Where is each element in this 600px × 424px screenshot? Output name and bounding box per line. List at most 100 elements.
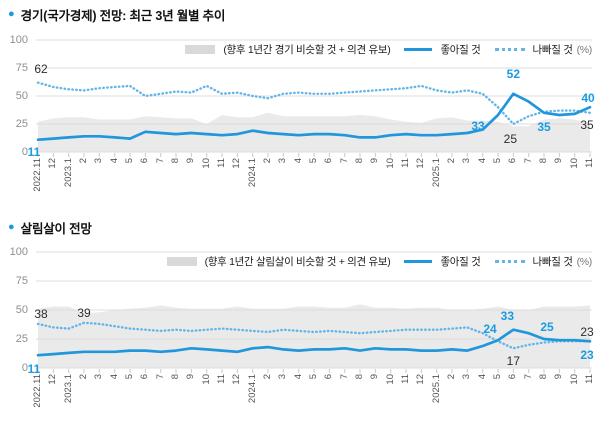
x-axis-tick-label: 6 [139,374,151,380]
x-axis-tick-label: 12 [47,374,59,385]
legend-unit-label: (%) [576,255,593,268]
x-axis-tick-label: 5 [124,158,135,164]
y-axis-tick-label: 75 [15,61,28,74]
x-axis-tick-label: 3 [277,374,289,380]
x-axis-tick-label: 9 [185,158,197,164]
x-axis-tick-label: 8 [170,158,181,164]
x-axis-tick-label: 4 [476,158,488,164]
x-axis-tick-label: 8 [538,158,549,164]
value-label: 38 [34,306,48,321]
x-axis-tick-label: 12 [231,374,243,385]
x-axis-tick-label: 9 [369,374,381,380]
line-worse [36,81,592,126]
x-axis-tick-label: 5 [308,158,319,164]
value-label: 11 [27,362,41,377]
x-axis-tick-label: 2023.1 [62,158,74,188]
x-axis-tick-label: 2 [446,158,457,164]
area-undecided [38,304,590,368]
value-label: 62 [34,61,48,76]
x-axis-tick-label: 4 [476,374,488,380]
legend-area-label: (향후 1년간 살림살이 비슷할 것 + 의견 유보) [204,256,391,268]
bullet-icon: ● [8,221,15,233]
legend-bad-label: 나빠질 것 [532,44,573,56]
x-axis-tick-label: 5 [308,374,319,380]
x-axis-tick-label: 11 [584,158,595,168]
x-axis-tick-label: 4 [108,374,120,380]
x-axis-tick-label: 4 [108,158,120,164]
chart-economy-title-row: ● 경기(국가경제) 전망: 최근 3년 월별 추이 [8,5,225,24]
value-label: 39 [77,305,91,320]
x-axis-tick-label: 3 [277,158,289,164]
legend-good-label: 좋아질 것 [440,44,481,56]
x-axis-tick-label: 7 [154,374,166,380]
legend-solid-line-swatch [404,260,433,263]
y-axis-tick-label: 25 [15,117,28,130]
x-axis-tick-label: 4 [292,374,304,380]
x-axis-tick-label: 2024.1 [246,374,258,404]
legend-area-swatch [166,257,197,266]
y-axis-tick-label: 0 [21,145,28,158]
x-axis-tick-label: 8 [354,374,365,380]
x-axis-tick-label: 4 [292,158,304,164]
x-axis-tick-label: 6 [139,158,151,164]
x-axis-tick-label: 2022.11 [32,374,43,408]
x-axis-tick-label: 12 [415,374,427,385]
value-label: 33 [500,308,515,323]
y-axis-tick-label: 100 [9,245,28,258]
line-better [36,328,592,357]
chart-economy-plot [36,39,592,157]
legend-area-label: (향후 1년간 경기 비슷할 것 + 의견 유보) [223,44,391,56]
chart-livelihood-legend: (향후 1년간 살림살이 비슷할 것 + 의견 유보) 좋아질 것 나빠질 것 … [166,254,593,269]
value-label: 23 [580,348,594,363]
x-axis-tick-label: 2 [262,158,273,164]
legend-good-label: 좋아질 것 [440,256,481,268]
x-axis-tick-label: 7 [522,374,534,380]
x-axis-tick-label: 9 [553,158,565,164]
line-better [36,92,592,142]
y-axis-tick-label: 75 [15,274,28,287]
value-label: 52 [506,66,521,81]
area-undecided [38,112,590,152]
value-label: 25 [540,320,554,334]
chart-economy-title: 경기(국가경제) 전망: 최근 3년 월별 추이 [20,9,226,23]
value-label: 40 [581,91,595,106]
x-axis-tick-label: 2 [262,374,273,380]
x-axis-tick-label: 2025.1 [430,374,442,404]
x-axis-tick-label: 12 [231,158,243,169]
x-axis-tick-label: 11 [400,158,411,168]
chart-livelihood-plot [36,251,592,373]
value-label: 24 [483,322,497,337]
x-axis-tick-label: 3 [461,374,473,380]
x-axis-tick-label: 2023.1 [62,374,74,404]
value-label: 23 [580,325,594,340]
x-axis-tick-label: 11 [584,374,595,384]
x-axis-tick-label: 10 [384,158,396,169]
x-axis-tick-label: 5 [124,374,135,380]
y-axis-tick-label: 50 [15,303,28,316]
y-axis-tick-label: 100 [9,33,28,46]
x-axis-tick-label: 2 [446,374,457,380]
x-axis-tick-label: 7 [338,374,350,380]
y-axis-tick-label: 25 [15,332,28,345]
bullet-icon: ● [8,8,15,20]
legend-area-swatch [185,45,216,54]
x-axis-tick-label: 5 [492,158,503,164]
x-axis-tick-label: 9 [553,374,565,380]
x-axis-tick-label: 9 [369,158,381,164]
y-axis-tick-label: 0 [21,361,28,374]
legend-dotted-line-swatch [494,48,525,51]
x-axis-tick-label: 9 [185,374,197,380]
legend-unit-label: (%) [576,43,593,56]
x-axis-tick-label: 6 [323,158,335,164]
line-worse [36,321,592,350]
x-axis-tick-label: 2024.1 [246,158,258,188]
value-label: 11 [27,144,41,159]
x-axis-tick-label: 11 [216,374,227,384]
chart-economy-legend: (향후 1년간 경기 비슷할 것 + 의견 유보) 좋아질 것 나빠질 것 (%… [185,42,592,57]
x-axis-tick-label: 3 [93,158,105,164]
x-axis-tick-label: 6 [507,374,519,380]
x-axis-tick-label: 12 [415,158,427,169]
x-axis-tick-label: 7 [522,158,534,164]
legend-solid-line-swatch [404,48,433,51]
